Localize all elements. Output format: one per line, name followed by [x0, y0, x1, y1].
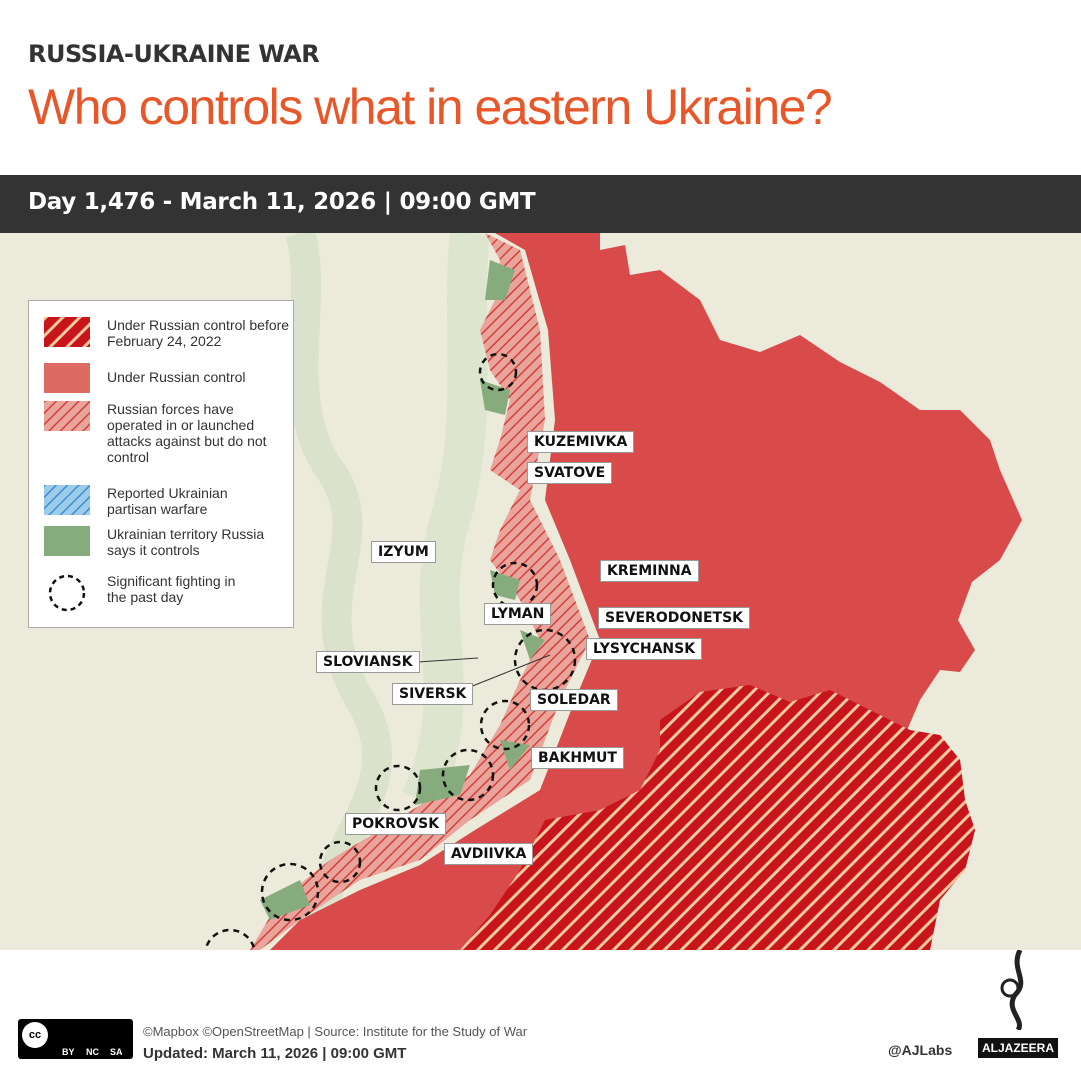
map-canvas — [0, 233, 1081, 950]
place-label-lyman: LYMAN — [484, 603, 552, 625]
kicker: RUSSIA-UKRAINE WAR — [28, 40, 320, 68]
contested-swatch — [44, 401, 90, 431]
dashed-circle-icon — [48, 574, 86, 612]
ukrainian-claimed-swatch — [44, 526, 90, 556]
legend-item: Reported Ukrainian partisan warfare — [44, 485, 257, 517]
contested-area — [250, 233, 590, 950]
updated-time: Updated: March 11, 2026 | 09:00 GMT — [143, 1045, 407, 1062]
legend-label: Reported Ukrainian partisan warfare — [107, 485, 228, 517]
legend-item: Under Russian control — [44, 363, 246, 393]
license-nc: NC — [86, 1047, 99, 1057]
license-by: BY — [62, 1047, 75, 1057]
place-label-kuzemivka: KUZEMIVKA — [527, 431, 635, 453]
place-label-avdiivka: AVDIIVKA — [444, 843, 534, 865]
legend-label: Under Russian control — [107, 369, 246, 385]
legend-item: Ukrainian territory Russia says it contr… — [44, 526, 277, 558]
legend-item: Significant fighting in the past day — [44, 573, 257, 613]
partisan-swatch — [44, 485, 90, 515]
aljazeera-wordmark: ALJAZEERA — [978, 1038, 1059, 1058]
legend-label: Ukrainian territory Russia says it contr… — [107, 526, 265, 558]
ajlabs-handle: @AJLabs — [888, 1042, 953, 1058]
place-label-kreminna: KREMINNA — [600, 560, 699, 582]
page-title: Who controls what in eastern Ukraine? — [28, 79, 833, 135]
cc-icon: cc — [22, 1022, 48, 1048]
cc-license-badge: cc BY NC SA — [18, 1019, 133, 1059]
place-label-pokrovsk: POKROVSK — [345, 813, 447, 835]
aljazeera-logo-icon — [990, 948, 1046, 1032]
place-label-severodonetsk: SEVERODONETSK — [598, 607, 751, 629]
russian-control-swatch — [44, 363, 90, 393]
place-label-siversk: SIVERSK — [392, 683, 474, 705]
credits: ©Mapbox ©OpenStreetMap | Source: Institu… — [143, 1024, 528, 1039]
legend-label: Under Russian control before February 24… — [107, 317, 290, 349]
legend-item: Russian forces have operated in or launc… — [44, 401, 284, 465]
legend-label: Russian forces have operated in or launc… — [107, 401, 267, 465]
map-legend: Under Russian control before February 24… — [28, 300, 294, 628]
place-label-lysychansk: LYSYCHANSK — [586, 638, 703, 660]
legend-item: Under Russian control before February 24… — [44, 317, 293, 349]
date-bar: Day 1,476 - March 11, 2026 | 09:00 GMT — [0, 175, 1081, 233]
legend-label: Significant fighting in the past day — [107, 573, 236, 605]
place-label-bakhmut: BAKHMUT — [531, 747, 624, 769]
place-label-svatove: SVATOVE — [527, 462, 613, 484]
map[interactable]: KUZEMIVKA SVATOVE IZYUM KREMINNA LYMAN S… — [0, 233, 1081, 950]
place-label-izyum: IZYUM — [371, 541, 436, 563]
pre-2022-swatch — [44, 317, 90, 347]
place-label-soledar: SOLEDAR — [530, 689, 618, 711]
place-label-sloviansk: SLOVIANSK — [316, 651, 420, 673]
license-sa: SA — [110, 1047, 123, 1057]
pre-2022-russian-area — [460, 685, 975, 950]
